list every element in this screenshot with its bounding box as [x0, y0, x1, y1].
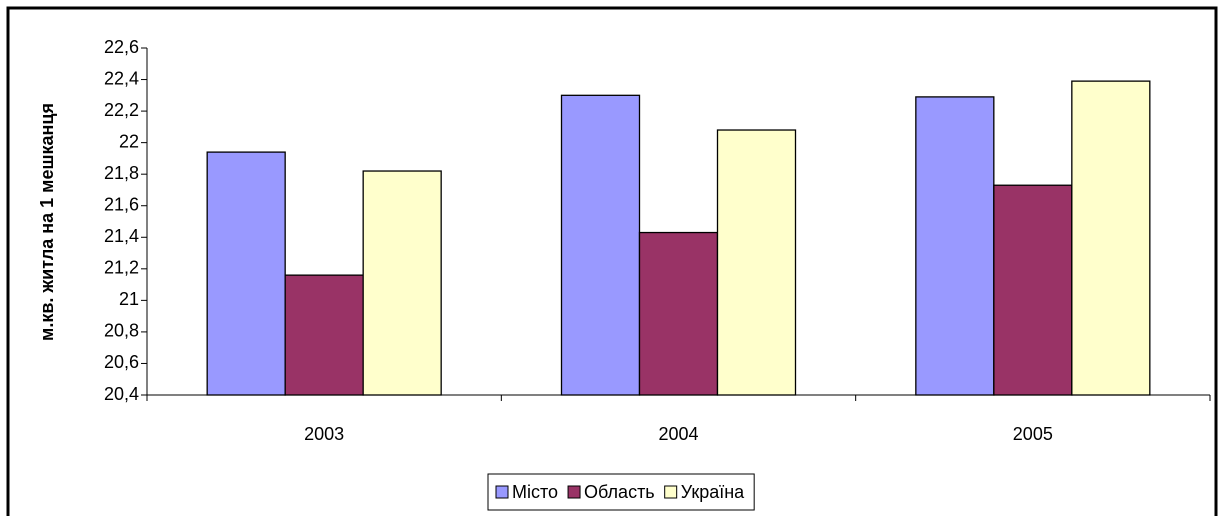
y-axis-label: м.кв. житла на 1 мешканця — [37, 103, 57, 341]
legend-swatch — [567, 485, 581, 499]
bar — [560, 94, 641, 396]
legend-label: Місто — [512, 482, 558, 502]
legend-box — [487, 473, 755, 511]
bar — [206, 151, 286, 396]
y-tick-label: 21,2 — [104, 258, 139, 278]
bar — [716, 129, 797, 396]
bar — [915, 96, 995, 396]
y-tick-label: 22,6 — [104, 37, 139, 57]
x-tick-label: 2005 — [1013, 424, 1053, 444]
bar — [284, 274, 364, 396]
y-tick-label: 21,6 — [104, 194, 139, 214]
legend-swatch — [495, 485, 509, 499]
legend-label: Україна — [681, 482, 745, 502]
x-tick-label: 2003 — [304, 424, 344, 444]
y-tick-label: 21,4 — [104, 226, 139, 246]
legend-label: Область — [584, 482, 655, 502]
y-tick-label: 20,4 — [104, 384, 139, 404]
bar — [638, 231, 719, 396]
y-tick-label: 22 — [119, 131, 139, 151]
y-tick-label: 20,6 — [104, 352, 139, 372]
y-tick-label: 21 — [119, 289, 139, 309]
x-tick-label: 2004 — [658, 424, 698, 444]
y-tick-label: 22,2 — [104, 100, 139, 120]
y-tick-label: 22,4 — [104, 68, 139, 88]
y-tick-label: 21,8 — [104, 163, 139, 183]
y-tick-label: 20,8 — [104, 321, 139, 341]
bar — [993, 184, 1073, 396]
bar — [362, 170, 442, 396]
bar — [1071, 80, 1151, 396]
chart-border — [6, 6, 1218, 516]
legend-swatch — [664, 485, 678, 499]
